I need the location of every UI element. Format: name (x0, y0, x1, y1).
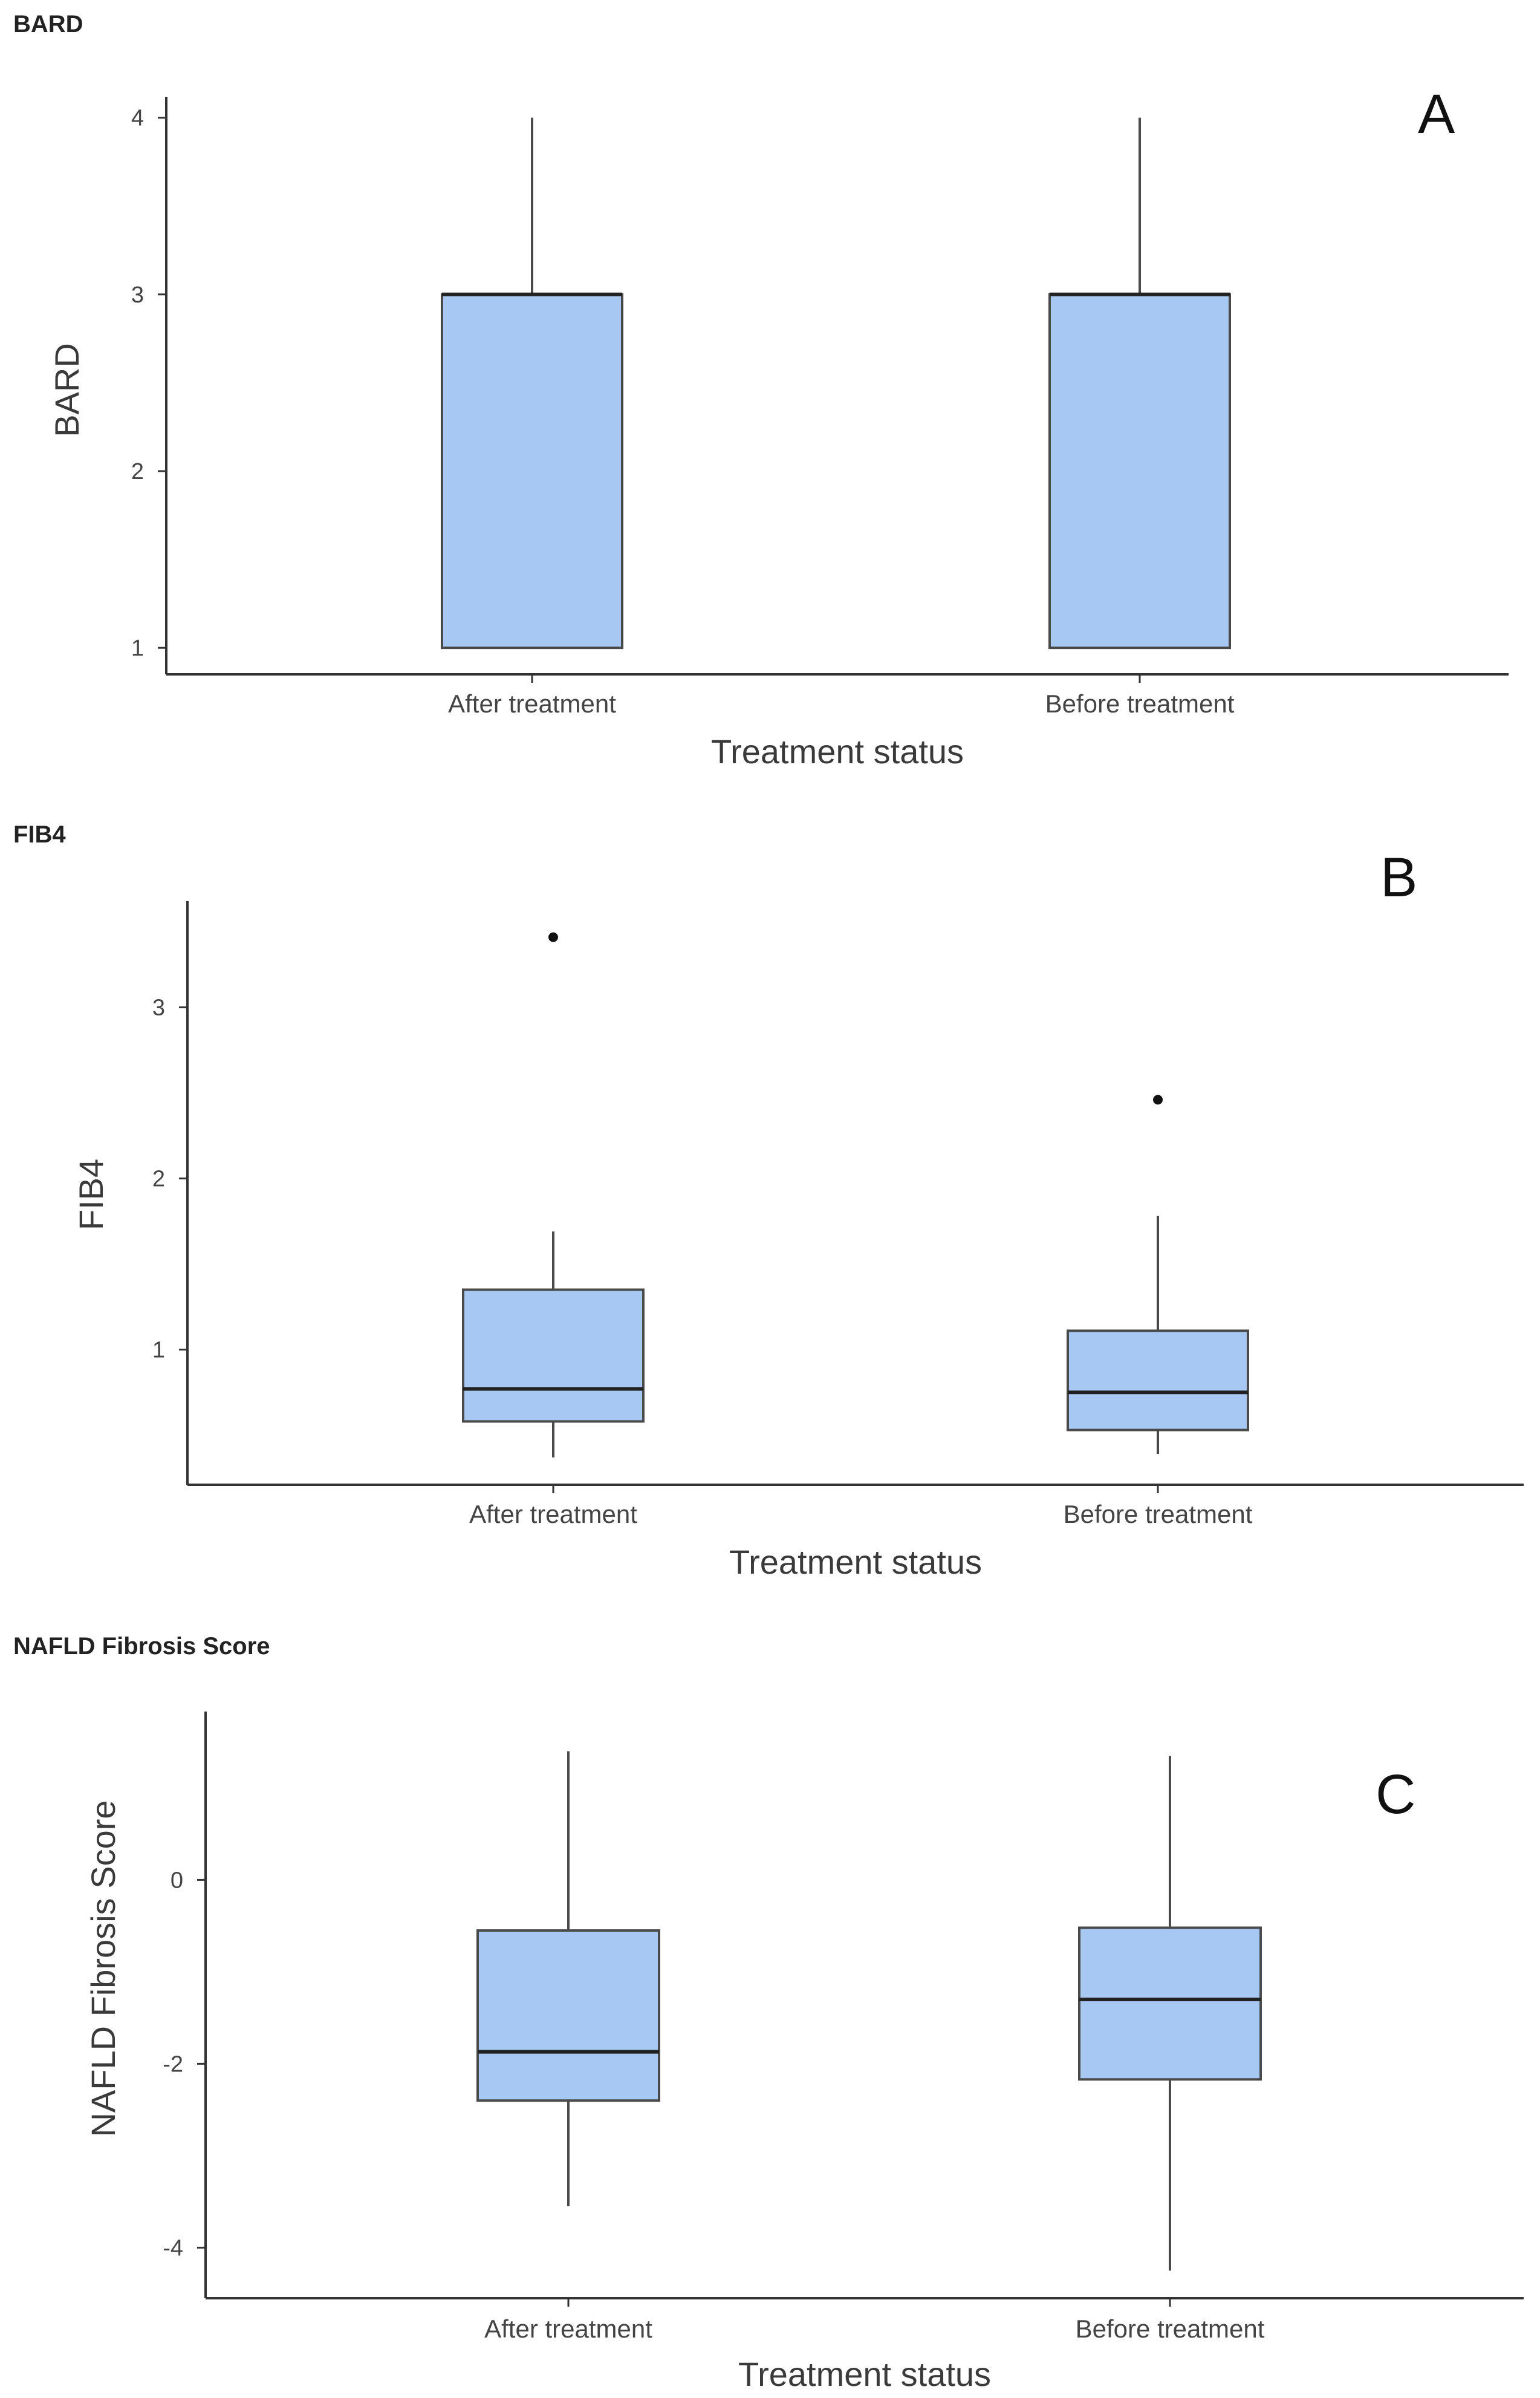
panel-title-nafld: NAFLD Fibrosis Score (13, 1633, 270, 1660)
y-axis-title: NAFLD Fibrosis Score (84, 1800, 122, 2137)
y-tick-label: 1 (131, 636, 144, 661)
box (462, 1288, 645, 1423)
x-category-label: After treatment (484, 2315, 652, 2343)
chart-1: 1 2 3 After treatment Before treatment Treatm… (72, 847, 1524, 1581)
y-tick-label: 2 (131, 459, 144, 484)
box (476, 1929, 660, 2102)
x-category-label: Before treatment (1045, 689, 1235, 718)
y-tick-label: -4 (163, 2235, 183, 2261)
outlier-point (1153, 1095, 1163, 1105)
box (441, 293, 623, 650)
panel-letter: C (1376, 1764, 1415, 1825)
y-axis-title: BARD (48, 343, 86, 437)
panel-title-bard: BARD (13, 11, 83, 37)
outlier-point (548, 932, 558, 942)
x-category-label: Before treatment (1076, 2315, 1265, 2343)
panel-letter: B (1380, 847, 1417, 908)
y-tick-label: -2 (163, 2051, 183, 2077)
box (1067, 1329, 1249, 1432)
x-axis-title: Treatment status (711, 732, 964, 771)
box (1078, 1926, 1262, 2081)
y-tick-label: 0 (171, 1868, 183, 1893)
y-tick-label: 3 (152, 995, 165, 1021)
panel-title-fib4: FIB4 (13, 821, 66, 848)
panel-letter: A (1418, 83, 1455, 145)
x-axis-title: Treatment status (738, 2355, 991, 2393)
box (1048, 293, 1231, 650)
x-category-label: After treatment (469, 1500, 637, 1528)
y-tick-label: 1 (152, 1337, 165, 1363)
y-tick-label: 3 (131, 282, 144, 308)
y-tick-label: 2 (152, 1167, 165, 1192)
y-axis-title: FIB4 (72, 1159, 110, 1230)
x-category-label: Before treatment (1064, 1500, 1253, 1528)
x-category-label: After treatment (448, 689, 616, 718)
chart-2: -4 -2 0 After treatment Before treatment Trea… (84, 1712, 1524, 2393)
chart-0: 1 2 3 4 After treatment Before treatment Treat… (48, 83, 1509, 771)
x-axis-title: Treatment status (729, 1543, 982, 1581)
y-tick-label: 4 (131, 106, 144, 131)
